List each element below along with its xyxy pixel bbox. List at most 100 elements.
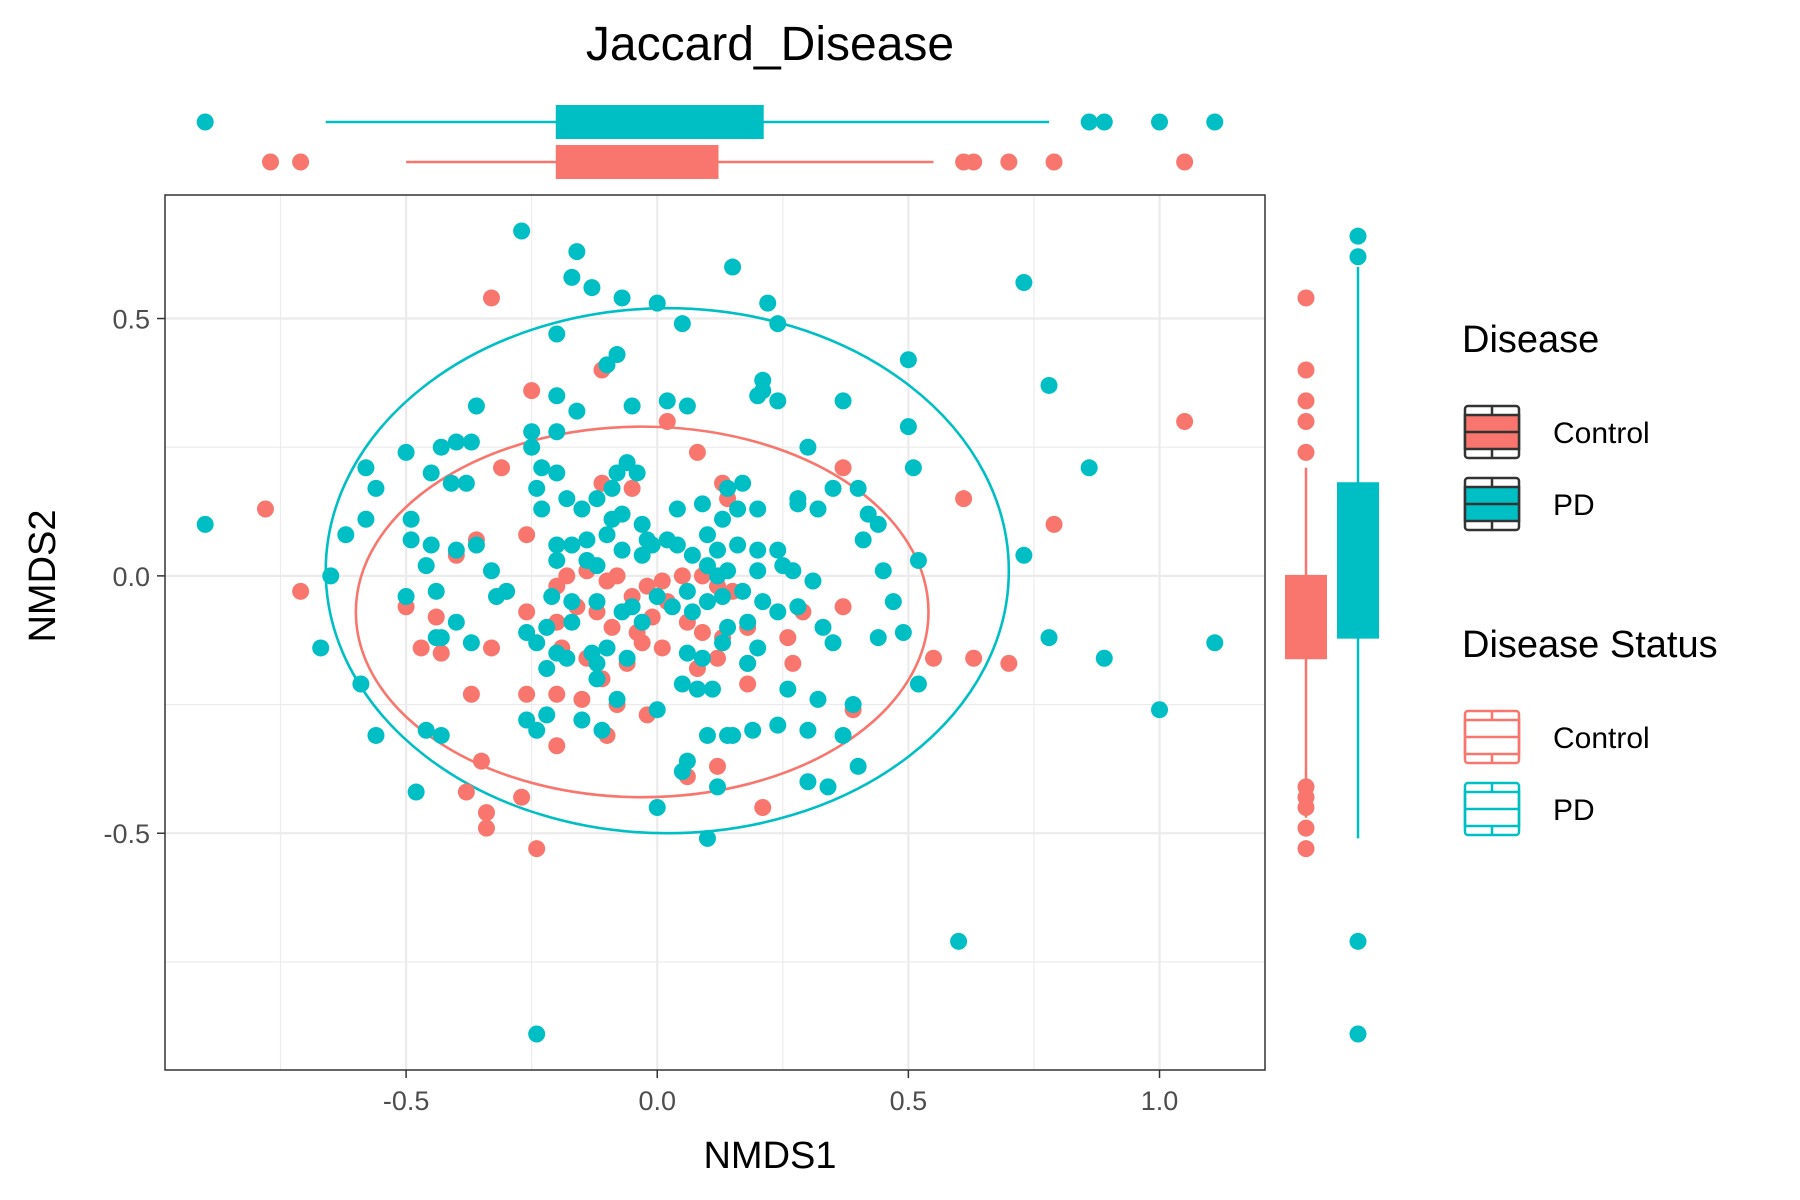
top-box-pd [555,105,764,139]
point-pd [457,474,475,492]
point-pd [467,397,485,415]
point-pd [538,660,556,678]
point-pd [588,490,606,508]
x-tick-label: 0.5 [890,1086,928,1116]
point-pd [749,541,767,559]
point-pd [538,618,556,636]
point-pd [528,1025,546,1043]
point-pd [874,562,892,580]
right-box-pd [1337,482,1379,639]
point-pd [357,459,375,477]
point-pd [523,423,541,441]
point-pd [749,639,767,657]
point-control [834,459,852,477]
point-pd [759,294,777,312]
point-pd [432,726,450,744]
point-pd [533,459,551,477]
point-pd [894,624,912,641]
point-pd [528,479,546,497]
point-pd [734,582,752,600]
point-pd [904,459,922,477]
point-pd [734,474,752,492]
point-control [955,490,973,508]
point-pd [849,757,867,775]
point-pd [467,536,485,554]
point-pd [729,536,747,554]
point-pd [824,634,842,652]
point-pd [548,551,566,569]
point-pd [909,675,927,693]
point-pd [558,490,576,508]
point-pd [673,762,691,780]
point-pd [422,536,440,554]
point-control [472,752,490,770]
top-outlier-control [261,153,279,171]
point-pd [693,649,711,667]
point-pd [709,541,727,559]
right-outlier-control [1297,840,1315,858]
point-pd [739,613,757,631]
right-outlier-control [1297,819,1315,837]
point-pd [950,932,968,950]
legend-key-control [1463,404,1521,460]
y-tick-label: 0.0 [112,562,150,592]
point-control [608,567,626,585]
point-pd [417,721,435,739]
point-pd [533,500,551,518]
point-pd [498,582,516,600]
point-pd [432,438,450,456]
point-pd [729,500,747,518]
point-pd [749,562,767,580]
point-control [658,412,676,430]
point-control [477,819,495,837]
point-control [965,649,983,667]
y-tick-label: -0.5 [103,819,150,849]
point-pd [633,515,651,533]
point-pd [1040,376,1058,394]
top-outlier-control [1176,153,1194,171]
point-control [603,618,621,636]
point-pd [899,351,917,369]
point-pd [513,222,531,240]
point-pd [447,613,465,631]
point-pd [719,618,737,636]
point-pd [628,464,646,482]
point-pd [749,500,767,518]
legend-title: Disease [1462,319,1599,361]
point-pd [739,654,757,672]
point-pd [683,603,701,621]
top-outlier-pd [196,113,214,131]
right-outlier-control [1297,289,1315,307]
point-pd [869,629,887,647]
point-control [462,685,480,703]
right-outlier-pd [1349,932,1367,950]
point-control [693,624,711,641]
right-outlier-control [1297,799,1315,816]
point-pd [1151,701,1169,719]
point-pd [658,392,676,410]
point-pd [1040,629,1058,647]
legends: Disease Control PD Disease Status Control PD [1462,319,1718,837]
grid-lines [165,195,1265,1070]
point-control [739,675,757,693]
point-pd [603,479,621,497]
point-pd [322,567,340,585]
point-pd [598,639,616,657]
point-pd [769,541,787,559]
top-outlier-control [965,153,983,171]
right-box-control [1285,574,1327,660]
y-axis-title: NMDS2 [22,509,64,642]
plot-panel-border [164,194,1266,1071]
point-pd [703,680,721,698]
top-outlier-pd [1095,113,1113,131]
point-control [518,685,536,703]
right-outlier-control [1297,392,1315,410]
point-pd [688,680,706,698]
point-pd [613,289,631,307]
point-pd [678,582,696,600]
point-pd [724,258,742,276]
point-pd [417,557,435,575]
point-control [292,582,310,600]
point-pd [367,726,385,744]
top-outlier-pd [1206,113,1224,131]
